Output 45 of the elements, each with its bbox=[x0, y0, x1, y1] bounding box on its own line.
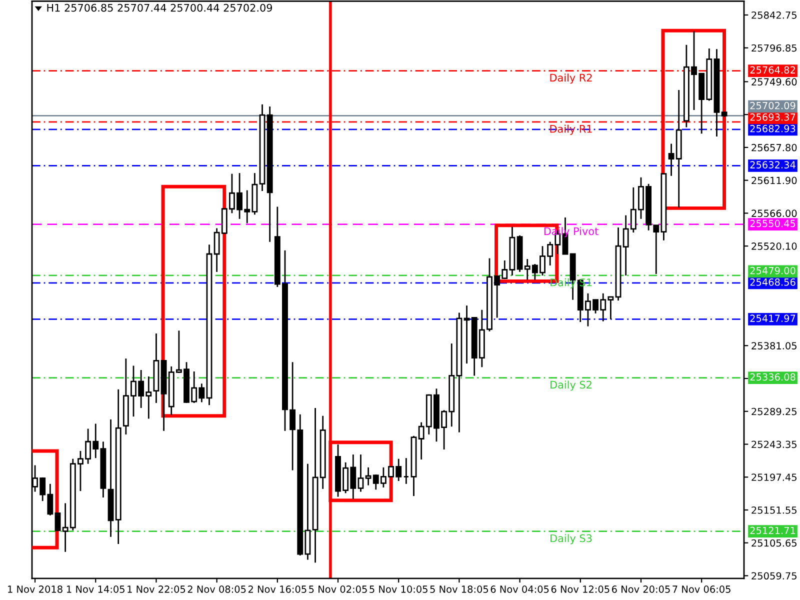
x-tick-label: 6 Nov 04:05 bbox=[490, 586, 549, 593]
x-tick-label: 5 Nov 18:05 bbox=[430, 586, 488, 593]
y-tick-label: 25796.85 bbox=[752, 44, 796, 52]
ref-line-label: Daily R2 bbox=[550, 74, 592, 84]
x-tick-label: 5 Nov 02:05 bbox=[309, 586, 367, 593]
text: 25550.45 bbox=[750, 220, 796, 228]
text: 25702.09 bbox=[750, 102, 796, 110]
ref-line-label: Daily S3 bbox=[550, 534, 592, 544]
y-tick-label: 25381.05 bbox=[752, 342, 796, 350]
text: 25121.71 bbox=[750, 526, 796, 534]
y-tick-label: 25566.00 bbox=[752, 210, 797, 218]
text: 25468.56 bbox=[750, 278, 796, 286]
text: 25417.97 bbox=[750, 314, 796, 322]
candlestick bbox=[464, 304, 470, 364]
text: 25632.34 bbox=[750, 161, 796, 168]
x-tick-label: 7 Nov 06:05 bbox=[672, 586, 730, 593]
x-tick-label: 5 Nov 10:05 bbox=[370, 586, 428, 593]
candlestick bbox=[403, 457, 410, 485]
text: 25764.82 bbox=[750, 66, 795, 74]
x-tick-label: 2 Nov 16:05 bbox=[248, 586, 306, 593]
y-tick-label: 25611.90 bbox=[752, 176, 797, 184]
x-tick-label: 1 Nov 14:05 bbox=[67, 586, 124, 593]
chart-title: H1 25706.85 25707.44 25700.44 25702.09 bbox=[47, 4, 272, 12]
y-tick-label: 25243.35 bbox=[752, 440, 796, 448]
candlestick bbox=[54, 512, 61, 532]
y-tick-label: 25289.25 bbox=[752, 408, 796, 416]
text: 25479.00 bbox=[750, 266, 796, 274]
y-tick-label: 25105.65 bbox=[752, 539, 796, 547]
text: 25693.37 bbox=[750, 113, 796, 121]
ref-line-label: Daily S2 bbox=[550, 380, 592, 391]
y-tick-label: 25151.55 bbox=[752, 506, 796, 514]
y-tick-label: 25657.80 bbox=[752, 144, 797, 152]
y-tick-label: 25520.10 bbox=[752, 242, 797, 250]
y-tick-label: 25842.75 bbox=[752, 11, 796, 19]
x-tick-label: 1 Nov 2018 bbox=[8, 586, 62, 593]
text: 25682.93 bbox=[750, 124, 796, 132]
x-tick-label: 6 Nov 20:05 bbox=[612, 586, 670, 593]
candlestick bbox=[358, 454, 364, 492]
x-tick-label: 1 Nov 22:05 bbox=[128, 586, 186, 593]
y-tick-label: 25197.45 bbox=[752, 474, 796, 481]
x-tick-label: 6 Nov 12:05 bbox=[551, 586, 610, 593]
text: 25336.08 bbox=[750, 373, 796, 381]
y-tick-label: 25749.60 bbox=[752, 78, 797, 86]
x-tick-label: 2 Nov 08:05 bbox=[188, 586, 246, 593]
y-tick-label: 25059.75 bbox=[752, 572, 796, 580]
